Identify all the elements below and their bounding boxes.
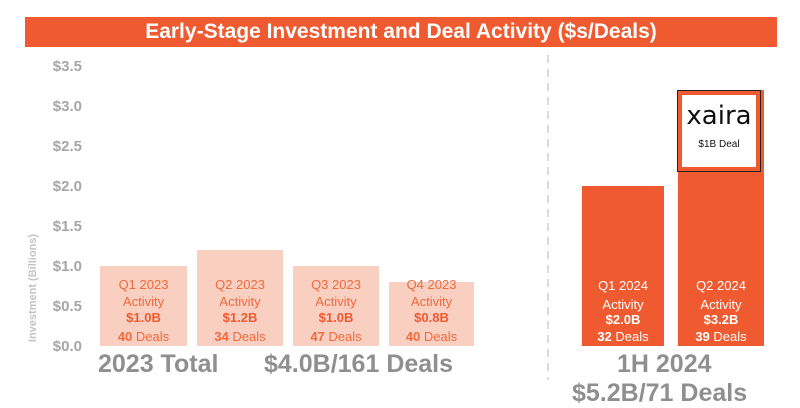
bar-activity-label: Activity (219, 294, 261, 309)
bar-period-label: Q1 2024 (598, 278, 648, 293)
summary-2023-value: $4.0B/161 Deals (264, 350, 454, 378)
bar-deals-label: 39 Deals (695, 329, 747, 344)
bar-deals-label: 40 Deals (406, 329, 458, 344)
bar-deals-count: 40 (118, 329, 136, 344)
bar-period-label: Q1 2023 (119, 277, 169, 292)
bar-activity-label: Activity (123, 294, 165, 309)
bar-deals-label: 34 Deals (214, 329, 266, 344)
bar-deals-count: 47 (310, 329, 328, 344)
bar-period-label: Q2 2024 (696, 278, 746, 293)
bar-q3-2023 (293, 266, 379, 346)
y-tick-label: $3.5 (53, 58, 82, 75)
bar-value-label: $1.2B (223, 310, 258, 325)
bar-activity-label: Activity (602, 297, 644, 312)
y-tick-label: $2.5 (53, 138, 82, 155)
y-tick-label: $0.5 (53, 298, 82, 315)
bar-value-label: $1.0B (126, 310, 161, 325)
bar-deals-word: Deals (328, 329, 362, 344)
bar-value-label: $1.0B (319, 310, 354, 325)
xaira-annotation: xaira $1B Deal (677, 90, 761, 172)
bar-deals-word: Deals (136, 329, 170, 344)
bar-deals-count: 40 (406, 329, 424, 344)
bar-deals-word: Deals (713, 329, 747, 344)
bar-period-label: Q3 2023 (311, 277, 361, 292)
y-axis-label: Investment (Billions) (27, 234, 39, 343)
y-tick-label: $1.0 (53, 258, 82, 275)
bar-deals-word: Deals (424, 329, 458, 344)
bar-deals-word: Deals (232, 329, 266, 344)
bar-activity-label: Activity (411, 294, 453, 309)
bar-q1-2023 (100, 266, 187, 346)
y-tick-label: $1.5 (53, 218, 82, 235)
summary-2024-value: $5.2B/71 Deals (572, 379, 748, 407)
y-tick-label: $2.0 (53, 178, 82, 195)
bar-deals-word: Deals (615, 329, 649, 344)
bar-activity-label: Activity (700, 297, 742, 312)
bar-value-label: $3.2B (704, 312, 739, 327)
bar-value-label: $2.0B (606, 312, 641, 327)
bar-q4-2023 (389, 282, 474, 346)
bar-value-label: $0.8B (414, 310, 449, 325)
summary-2024-label: 1H 2024 (617, 350, 712, 378)
y-axis: $0.0 $0.5 $1.0 $1.5 $2.0 $2.5 $3.0 $3.5 (53, 58, 82, 355)
bar-deals-label: 47 Deals (310, 329, 362, 344)
bar-deals-count: 39 (695, 329, 713, 344)
bar-deals-count: 32 (597, 329, 615, 344)
bar-deals-label: 32 Deals (597, 329, 649, 344)
bar-q2-2023 (197, 250, 283, 346)
y-tick-label: $3.0 (53, 98, 82, 115)
xaira-logo: xaira (686, 101, 752, 131)
bar-deals-count: 34 (214, 329, 232, 344)
bar-period-label: Q4 2023 (407, 277, 457, 292)
bar-deals-label: 40 Deals (118, 329, 170, 344)
bar-q1-2024 (582, 186, 664, 346)
summary-2023-label: 2023 Total (98, 350, 219, 378)
bar-activity-label: Activity (315, 294, 357, 309)
bar-period-label: Q2 2023 (215, 277, 265, 292)
deal-caption: $1B Deal (698, 139, 740, 150)
y-tick-label: $0.0 (53, 338, 82, 355)
chart-title: Early-Stage Investment and Deal Activity… (25, 17, 777, 47)
